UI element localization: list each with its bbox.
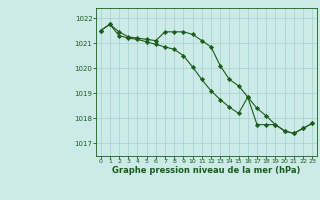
X-axis label: Graphe pression niveau de la mer (hPa): Graphe pression niveau de la mer (hPa)	[112, 166, 300, 175]
